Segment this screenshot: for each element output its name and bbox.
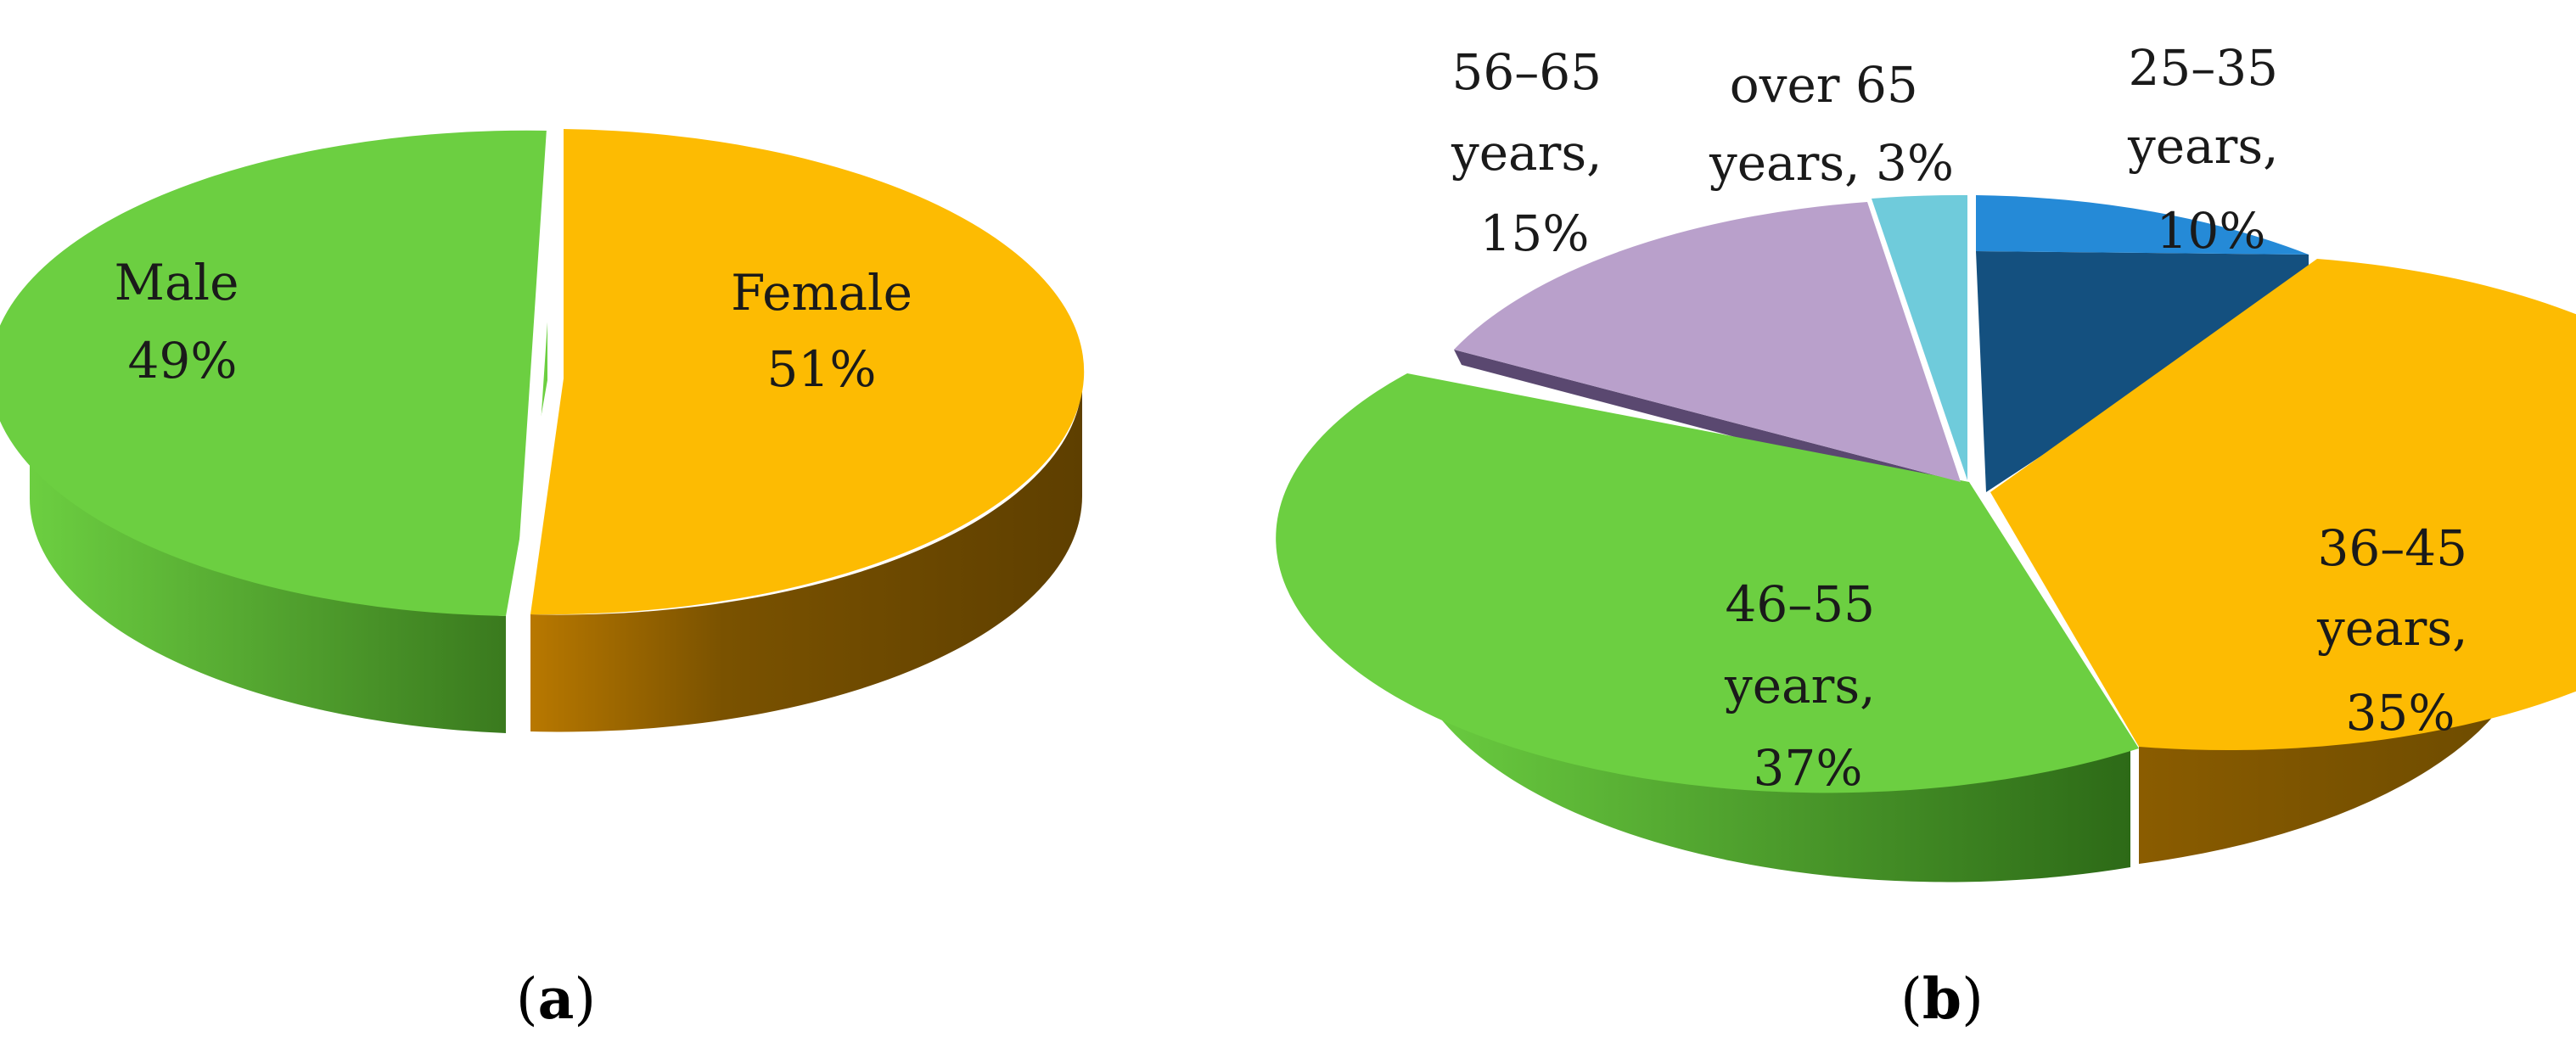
slice-label-56-65-line1: 56–65 bbox=[1451, 43, 1602, 101]
slice-label-36-45-line2: years, bbox=[2316, 599, 2468, 657]
pie-slice-56-65 bbox=[1454, 202, 1961, 482]
slice-label-56-65-line2: years, bbox=[1451, 124, 1602, 182]
pie-slice-side-36-45 bbox=[2139, 492, 2535, 864]
slice-label-over-65-line1: over 65 bbox=[1730, 56, 1918, 114]
slice-label-female-value: 51% bbox=[767, 340, 877, 398]
svg-text:Female: Female bbox=[731, 264, 912, 322]
pie-chart-age: 56–65 years, 15% over 65 years, 3% 25–35… bbox=[1276, 39, 2576, 1032]
pie-slice-side-female bbox=[530, 378, 1083, 732]
slice-label-25-35-line2: years, bbox=[2127, 117, 2279, 175]
pie-chart-gender: Male 49% Female 51% (a) bbox=[0, 128, 1085, 1032]
panel-caption-a: (a) bbox=[516, 966, 596, 1032]
pie-slice-side-25-35 bbox=[1976, 251, 2309, 492]
slice-label-male-value: 49% bbox=[128, 332, 238, 389]
slice-label-46-55-line2: years, bbox=[1724, 657, 1876, 714]
svg-text:49%: 49% bbox=[128, 332, 238, 389]
panel-caption-b-letter: b bbox=[1922, 966, 1961, 1032]
pie-slice-side-male bbox=[29, 380, 506, 733]
pie-slice-male bbox=[0, 130, 547, 616]
slice-label-over-65: over 65 years, 3% bbox=[1709, 56, 1954, 192]
slice-label-over-65-line2: years, 3% bbox=[1709, 134, 1954, 192]
slice-label-36-45-line1: 36–45 bbox=[2317, 519, 2467, 577]
slice-label-36-45-value: 35% bbox=[2346, 684, 2455, 742]
slice-label-female-name: Female bbox=[731, 264, 912, 322]
pie-slice-46-55 bbox=[1276, 373, 2139, 793]
slice-label-46-55-value: 37% bbox=[1754, 739, 1863, 797]
slice-label-male-name: Male bbox=[115, 254, 239, 311]
pie-slice-36-45 bbox=[1990, 259, 2576, 751]
panel-caption-a-letter: a bbox=[538, 966, 575, 1032]
svg-text:51%: 51% bbox=[767, 340, 877, 398]
slice-label-56-65: 56–65 years, 15% bbox=[1451, 43, 1618, 262]
slice-label-36-45: 36–45 years, 35% bbox=[2316, 519, 2483, 742]
pie-slice-over-65 bbox=[1872, 194, 1967, 480]
svg-text:Male: Male bbox=[115, 254, 239, 311]
slice-label-25-35-value: 10% bbox=[2157, 202, 2266, 260]
slice-label-56-65-value: 15% bbox=[1480, 205, 1590, 262]
pie-slice-female bbox=[530, 129, 1085, 615]
slice-label-over-65-value: 3% bbox=[1876, 134, 1954, 192]
panel-caption-b: (b) bbox=[1900, 966, 1984, 1032]
slice-label-46-55: 46–55 years, 37% bbox=[1724, 575, 1891, 797]
pie-slice-25-35 bbox=[1976, 195, 2309, 255]
slice-label-46-55-line1: 46–55 bbox=[1725, 575, 1875, 633]
slice-label-25-35-line1: 25–35 bbox=[2128, 39, 2278, 97]
slice-label-25-35: 25–35 years, 10% bbox=[2127, 39, 2294, 260]
